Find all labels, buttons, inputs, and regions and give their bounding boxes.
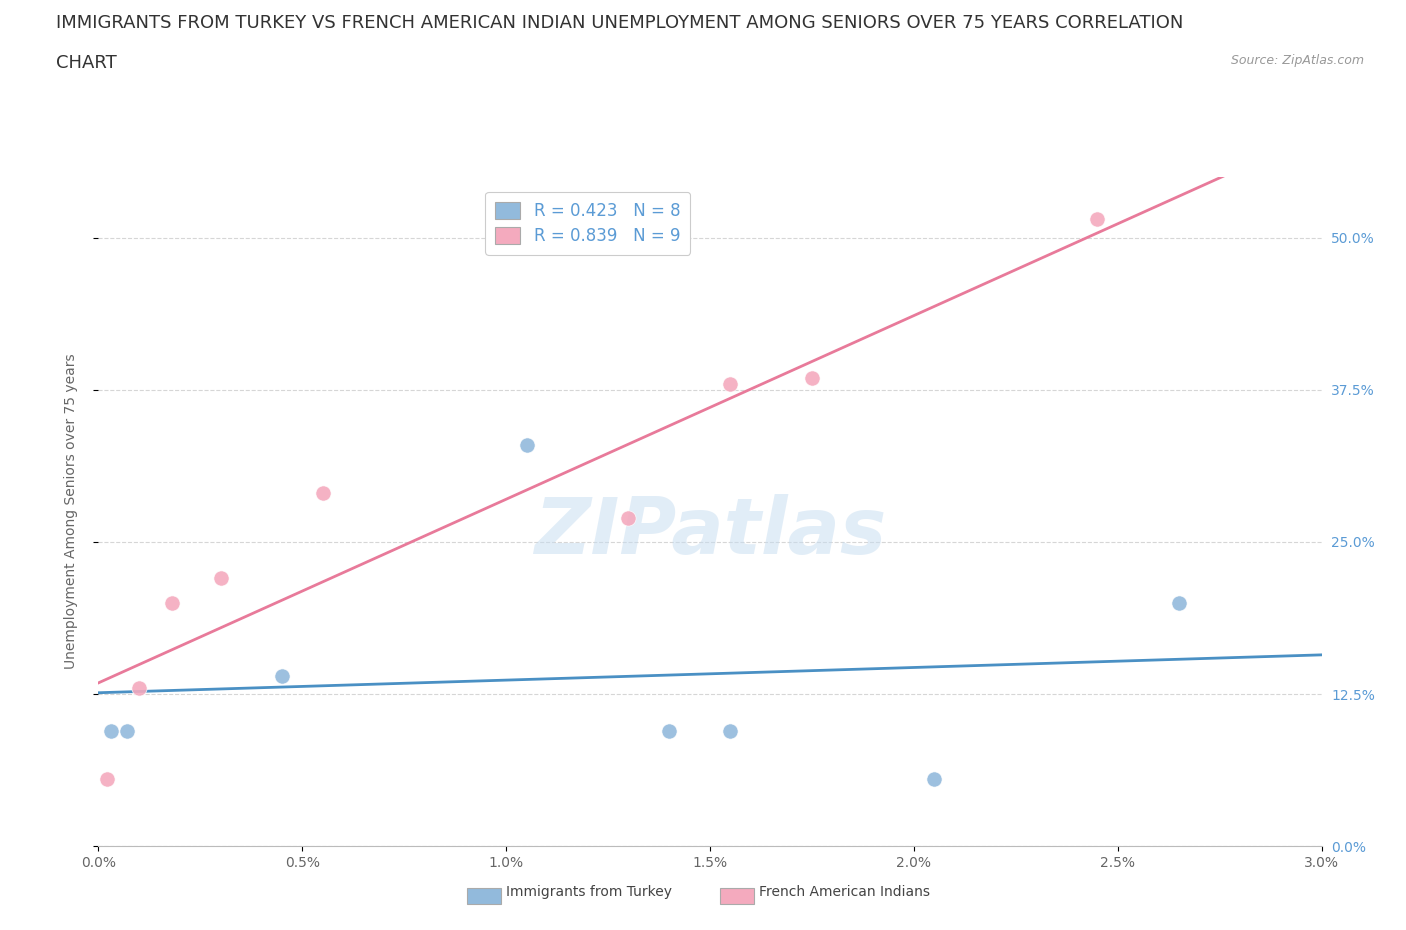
Point [1167,595,1189,610]
Point [801,370,824,385]
Point [270,669,292,684]
Point [617,511,640,525]
Text: ZIPatlas: ZIPatlas [534,494,886,569]
Point [1085,212,1108,227]
Y-axis label: Unemployment Among Seniors over 75 years: Unemployment Among Seniors over 75 years [63,353,77,670]
Text: IMMIGRANTS FROM TURKEY VS FRENCH AMERICAN INDIAN UNEMPLOYMENT AMONG SENIORS OVER: IMMIGRANTS FROM TURKEY VS FRENCH AMERICA… [56,14,1184,32]
Point [209,571,232,586]
Point [311,485,335,500]
Point [96,772,118,787]
Point [718,724,742,738]
Point [658,724,681,738]
Text: CHART: CHART [56,54,117,72]
Point [515,437,537,452]
Point [922,772,945,787]
Point [160,595,183,610]
Text: Source: ZipAtlas.com: Source: ZipAtlas.com [1230,54,1364,67]
Point [128,681,150,696]
Point [718,377,742,392]
Text: Immigrants from Turkey: Immigrants from Turkey [506,885,672,899]
Legend: R = 0.423   N = 8, R = 0.839   N = 9: R = 0.423 N = 8, R = 0.839 N = 9 [485,192,690,255]
Text: French American Indians: French American Indians [759,885,931,899]
Point [115,724,138,738]
Point [100,724,122,738]
